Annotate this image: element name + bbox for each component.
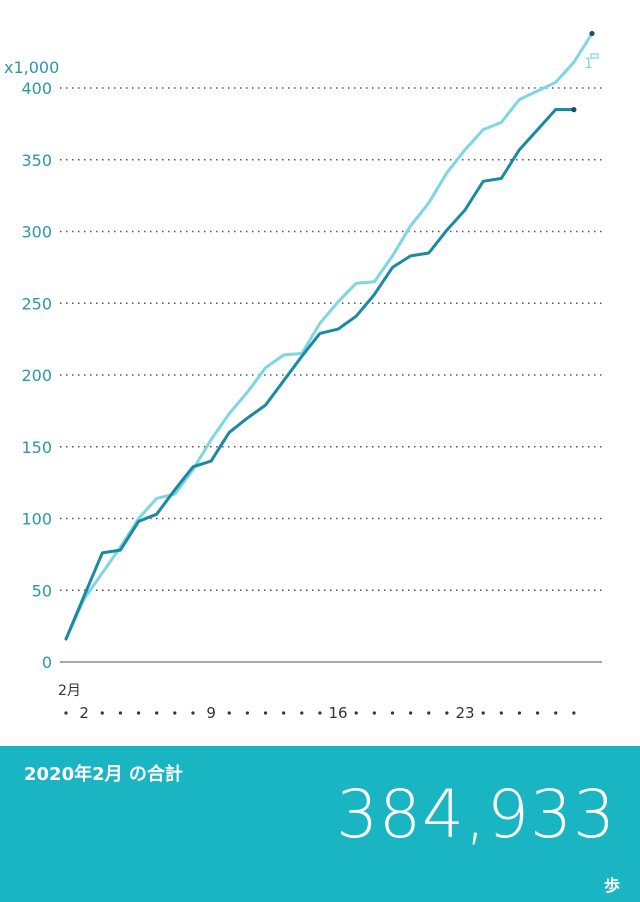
y-tick-label: 250 bbox=[21, 294, 52, 313]
series-lines bbox=[64, 30, 595, 641]
x-day-dot bbox=[499, 711, 503, 715]
y-tick-label: 300 bbox=[21, 223, 52, 242]
y-tick-label: 200 bbox=[21, 366, 52, 385]
series-line bbox=[64, 108, 576, 641]
x-day-dot bbox=[100, 711, 104, 715]
y-tick-label: 100 bbox=[21, 510, 52, 529]
y-tick-label: 350 bbox=[21, 151, 52, 170]
x-tick-label: 2 bbox=[79, 704, 89, 722]
series-end-dot bbox=[571, 107, 577, 113]
end-label: 1 bbox=[584, 56, 593, 72]
x-day-dot bbox=[282, 711, 286, 715]
x-day-dot bbox=[354, 711, 358, 715]
x-day-dot bbox=[372, 711, 376, 715]
x-day-dot bbox=[517, 711, 522, 715]
x-day-dot bbox=[572, 711, 576, 715]
x-day-dot bbox=[318, 711, 322, 715]
x-day-dot bbox=[64, 711, 68, 715]
x-day-dot bbox=[427, 711, 431, 715]
x-day-dot bbox=[118, 711, 123, 715]
x-day-dot bbox=[409, 711, 413, 715]
x-day-dot bbox=[481, 711, 485, 715]
x-day-dot bbox=[390, 711, 395, 715]
x-day-dot bbox=[300, 711, 304, 715]
x-day-dot bbox=[173, 711, 177, 715]
x-day-dot bbox=[227, 711, 231, 715]
x-day-dot bbox=[136, 711, 141, 715]
y-unit-label: x1,000 bbox=[4, 58, 59, 77]
series-end-dot bbox=[589, 30, 595, 37]
x-tick-label: 16 bbox=[329, 704, 348, 722]
x-tick-label: 9 bbox=[206, 704, 216, 722]
x-day-dot bbox=[263, 711, 268, 715]
y-tick-label: 400 bbox=[21, 79, 52, 98]
monthly-total-value: 384,933 bbox=[336, 776, 616, 853]
x-tick-labels: 2 9 16 23 bbox=[64, 704, 576, 722]
series-line bbox=[64, 32, 594, 641]
x-month-label: 2月 bbox=[58, 683, 81, 699]
gridlines bbox=[60, 87, 602, 663]
x-day-dot bbox=[191, 711, 195, 715]
x-day-dot bbox=[445, 711, 449, 715]
x-day-dot bbox=[535, 711, 540, 715]
monthly-total-title: 2020年2月 の合計 bbox=[24, 764, 183, 785]
y-tick-label: 50 bbox=[32, 581, 52, 600]
monthly-total-panel: 2020年2月 の合計 384,933 歩 bbox=[0, 746, 640, 902]
y-tick-labels: 0 50 100 150 200 250 300 350 400 bbox=[21, 79, 52, 672]
x-day-dot bbox=[155, 711, 159, 715]
end-label-glyph bbox=[590, 53, 599, 59]
monthly-total-unit: 歩 bbox=[603, 876, 620, 895]
x-day-dot bbox=[245, 711, 249, 715]
y-tick-label: 150 bbox=[21, 438, 52, 457]
y-tick-label: 0 bbox=[42, 653, 52, 672]
x-tick-label: 23 bbox=[455, 704, 474, 722]
x-day-dot bbox=[554, 711, 558, 715]
end-marker: 1 bbox=[584, 53, 599, 72]
